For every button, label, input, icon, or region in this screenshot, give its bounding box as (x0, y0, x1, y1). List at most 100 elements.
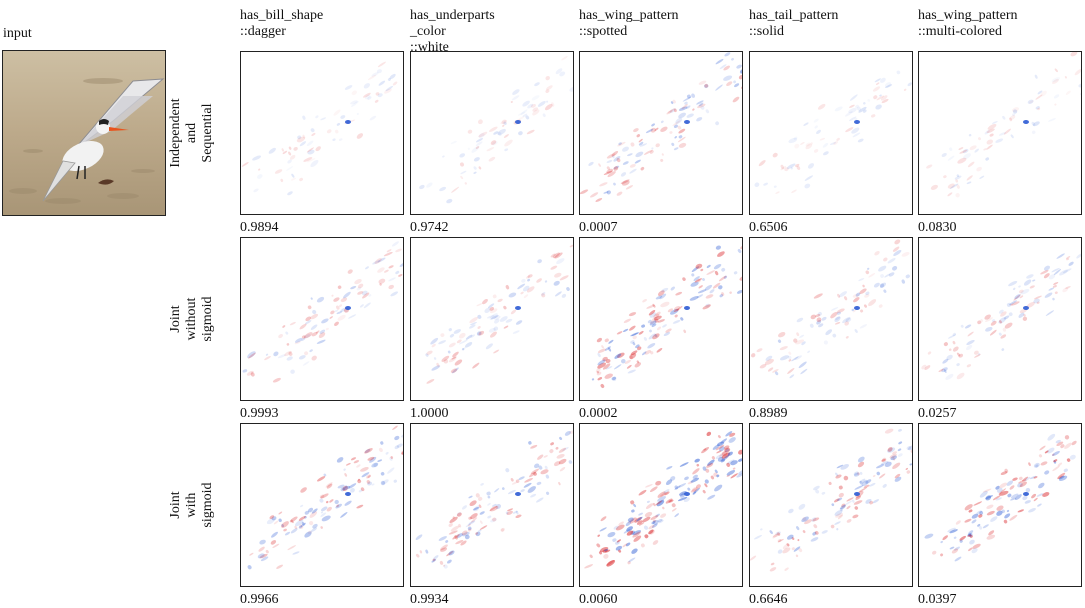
saliency-blob (1038, 482, 1045, 489)
saliency-blob (655, 513, 660, 518)
saliency-blob (1019, 481, 1027, 488)
saliency-blob (998, 332, 1002, 336)
saliency-blob (606, 168, 614, 174)
saliency-blob (1070, 52, 1078, 57)
saliency-blob (1051, 453, 1055, 456)
saliency-blob (621, 358, 626, 364)
saliency-blob (252, 155, 262, 161)
saliency-blob (307, 507, 314, 513)
saliency-blob (250, 372, 255, 377)
saliency-blob (754, 182, 760, 187)
saliency-blob (589, 192, 599, 198)
saliency-blob (693, 276, 700, 282)
saliency-blob (674, 513, 680, 518)
saliency-blob (773, 185, 777, 188)
saliency-blob (348, 483, 357, 489)
saliency-blob (954, 556, 962, 562)
saliency-blob (687, 487, 691, 491)
saliency-blob (284, 350, 292, 357)
saliency-blob (364, 94, 371, 100)
saliency-blob (555, 68, 563, 75)
saliency-blob (1054, 103, 1057, 106)
saliency-blob (1080, 90, 1081, 95)
saliency-blob (667, 308, 673, 313)
saliency-blob (822, 142, 829, 148)
saliency-blob (599, 182, 608, 187)
saliency-blob (995, 497, 1002, 501)
saliency-blob (689, 296, 699, 301)
saliency-blob (1018, 285, 1021, 288)
saliency-blob (556, 258, 565, 265)
saliency-blob (456, 512, 462, 517)
saliency-blob (673, 306, 681, 311)
saliency-blob (1047, 118, 1057, 122)
saliency-blob (721, 454, 730, 462)
saliency-blob (949, 529, 958, 534)
saliency-blob (401, 450, 403, 456)
saliency-blob (300, 487, 307, 493)
saliency-blob (640, 543, 645, 548)
saliency-blob (504, 139, 513, 147)
saliency-blob (995, 138, 1004, 143)
saliency-blob (986, 534, 996, 540)
saliency-blob (363, 92, 371, 98)
saliency-blob (311, 508, 318, 514)
saliency-blob (711, 456, 715, 460)
saliency-blob (869, 501, 874, 505)
saliency-blob (335, 503, 342, 509)
saliency-blob (652, 502, 656, 507)
saliency-blob (932, 550, 937, 555)
saliency-blob (1033, 497, 1038, 502)
saliency-blob (451, 356, 457, 360)
saliency-blob (955, 192, 960, 198)
saliency-blob (816, 320, 822, 325)
saliency-blob (810, 537, 819, 542)
saliency-blob (875, 82, 880, 85)
saliency-blob (469, 324, 476, 329)
saliency-blob (527, 103, 534, 109)
saliency-blob (657, 518, 663, 523)
saliency-blob (554, 272, 562, 278)
saliency-blob (391, 241, 399, 247)
saliency-blob (880, 95, 888, 101)
saliency-blob (465, 523, 471, 528)
saliency-blob (599, 546, 609, 553)
saliency-blob (494, 488, 500, 493)
saliency-blob (454, 359, 463, 366)
score-r0-c3: 0.6506 (749, 220, 788, 235)
saliency-blob (640, 166, 645, 171)
saliency-blob (545, 474, 550, 479)
saliency-blob (500, 527, 505, 532)
saliency-blob (629, 325, 636, 331)
saliency-blob (618, 142, 622, 146)
saliency-blob (694, 278, 703, 283)
saliency-blob (456, 533, 464, 538)
saliency-blob (364, 448, 373, 454)
saliency-hotspot (684, 306, 690, 310)
saliency-blob (281, 523, 285, 528)
saliency-blob (724, 447, 731, 453)
saliency-blob (625, 185, 634, 190)
saliency-blob (556, 453, 565, 459)
saliency-blob (489, 126, 498, 132)
saliency-blob (1001, 348, 1005, 351)
saliency-blob (852, 514, 859, 519)
saliency-blob (530, 103, 536, 108)
saliency-hotspot (854, 120, 860, 124)
saliency-blob (607, 171, 616, 178)
saliency-blob (972, 543, 981, 549)
saliency-blob (678, 106, 688, 111)
saliency-blob (1025, 487, 1031, 493)
saliency-blob (798, 503, 806, 510)
saliency-blob (448, 356, 457, 363)
saliency-blob (533, 463, 540, 469)
saliency-blob (401, 433, 403, 438)
saliency-blob (650, 515, 659, 521)
saliency-blob (795, 339, 805, 345)
saliency-blob (658, 519, 664, 524)
saliency-blob (947, 155, 955, 161)
saliency-blob (823, 151, 829, 156)
saliency-blob (344, 485, 348, 489)
saliency-blob (836, 464, 844, 469)
saliency-blob (704, 84, 709, 89)
